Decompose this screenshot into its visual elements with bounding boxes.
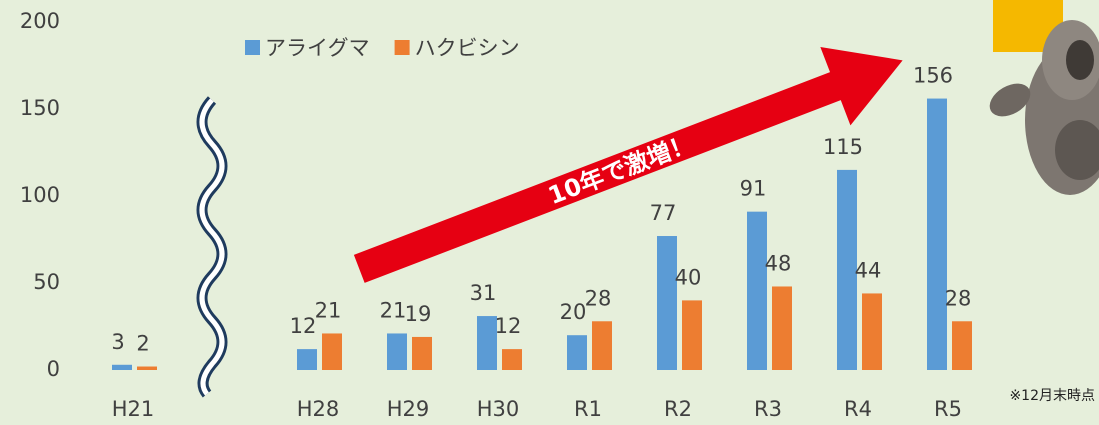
chart: 10年で激増！ ※12月末時点 050100150200H2132H281221… <box>0 0 1099 425</box>
value-label: 77 <box>650 201 677 225</box>
y-tick-label: 0 <box>47 357 60 381</box>
value-label: 40 <box>675 265 702 289</box>
footnote: ※12月末時点 <box>1009 388 1095 404</box>
bar <box>322 333 342 370</box>
bar <box>772 286 792 370</box>
legend-swatch <box>245 40 260 55</box>
bar <box>297 349 317 370</box>
value-label: 28 <box>585 286 612 310</box>
bar <box>412 337 432 370</box>
value-label: 19 <box>405 302 432 326</box>
value-label: 12 <box>290 314 317 338</box>
bar <box>592 321 612 370</box>
bar <box>747 212 767 370</box>
bar <box>927 99 947 370</box>
y-tick-label: 50 <box>33 270 60 294</box>
bar <box>112 365 132 370</box>
x-tick-label: H29 <box>387 397 430 421</box>
bar <box>137 367 157 370</box>
x-tick-label: H21 <box>112 397 155 421</box>
value-label: 31 <box>470 281 497 305</box>
x-tick-label: R4 <box>844 397 872 421</box>
x-tick-label: R3 <box>754 397 782 421</box>
legend-label: アライグマ <box>265 36 370 60</box>
value-label: 2 <box>136 332 149 356</box>
y-tick-label: 100 <box>20 183 60 207</box>
y-tick-label: 200 <box>20 9 60 33</box>
value-label: 91 <box>740 177 767 201</box>
bar <box>567 335 587 370</box>
bar <box>387 333 407 370</box>
value-label: 20 <box>560 300 587 324</box>
value-label: 21 <box>315 298 342 322</box>
value-label: 28 <box>945 286 972 310</box>
bar <box>952 321 972 370</box>
bar <box>657 236 677 370</box>
value-label: 115 <box>823 135 863 159</box>
y-tick-label: 150 <box>20 96 60 120</box>
x-tick-label: H30 <box>477 397 520 421</box>
x-tick-label: H28 <box>297 397 340 421</box>
value-label: 21 <box>380 298 407 322</box>
bar <box>862 293 882 370</box>
value-label: 12 <box>495 314 522 338</box>
legend-label: ハクビシン <box>415 36 520 60</box>
bar <box>682 300 702 370</box>
value-label: 48 <box>765 251 792 275</box>
x-tick-label: R1 <box>574 397 602 421</box>
x-tick-label: R2 <box>664 397 692 421</box>
bar <box>502 349 522 370</box>
value-label: 3 <box>111 330 124 354</box>
value-label: 156 <box>913 64 953 88</box>
legend-swatch <box>395 40 410 55</box>
x-tick-label: R5 <box>934 397 962 421</box>
value-label: 44 <box>855 258 882 282</box>
